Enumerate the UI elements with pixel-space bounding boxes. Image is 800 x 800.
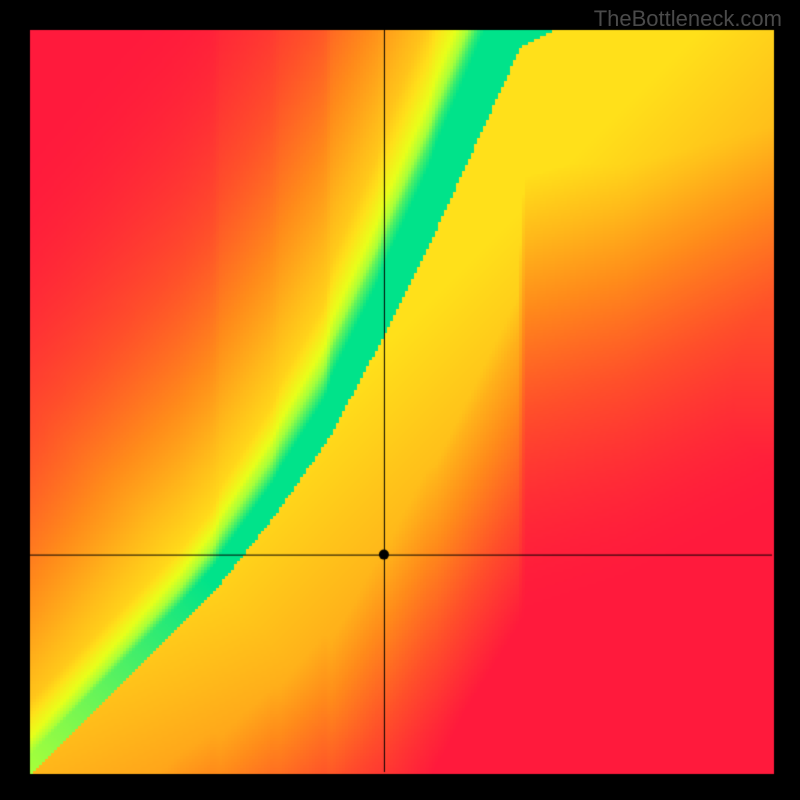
heatmap-canvas <box>0 0 800 800</box>
watermark-text: TheBottleneck.com <box>594 6 782 32</box>
chart-container: TheBottleneck.com <box>0 0 800 800</box>
